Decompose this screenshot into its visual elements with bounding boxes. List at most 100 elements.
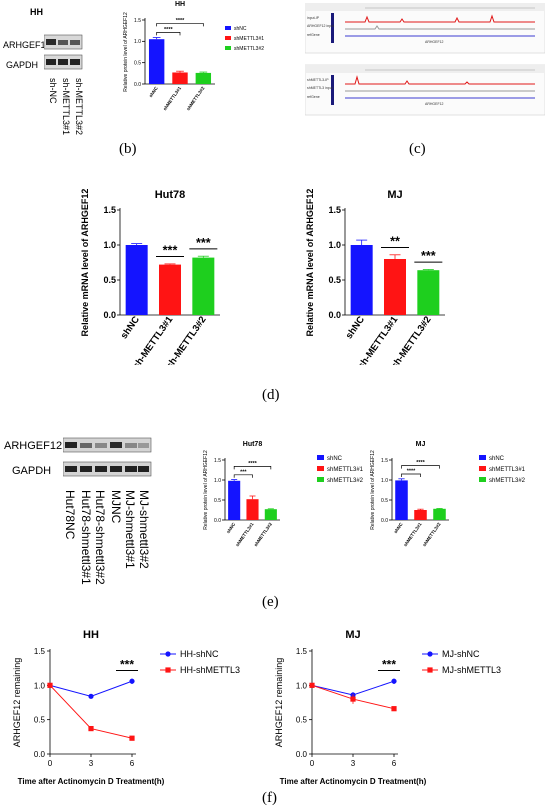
lane-label: MJ-shmettl3#1 [123, 490, 137, 569]
legend-marker [165, 651, 171, 657]
y-tick-label: 1.5 [296, 647, 308, 656]
panel-label-c: (c) [409, 141, 426, 157]
x-tick-label: shMETTL3#1 [403, 521, 423, 547]
gene-label: ARHGEF12 [425, 40, 444, 44]
y-tick-label: 1.5 [214, 458, 221, 464]
y-axis-label: Relative protein level of ARHGEF12 [123, 12, 129, 92]
y-tick-label: 1.5 [34, 647, 46, 656]
band-label-gapdh: GAPDH [12, 465, 52, 477]
y-tick-label: 1.5 [381, 458, 388, 464]
y-axis-label: Relative mRNA level of ARHGEF12 [305, 189, 315, 337]
significance-bracket [156, 32, 181, 36]
x-tick-label: 0 [48, 759, 53, 768]
legend-label: shMETTL3#2 [327, 478, 364, 484]
chart-title: HH [175, 1, 185, 8]
significance-label: **** [416, 460, 425, 466]
y-tick-label: 0.5 [214, 498, 221, 504]
bar [192, 257, 215, 315]
y-tick-label: 1.0 [328, 240, 341, 250]
legend-swatch [479, 477, 486, 482]
significance-label: *** [120, 657, 134, 671]
band-label-gapdh: GAPDH [6, 60, 39, 70]
lane-label: sh-METTL3#1 [61, 78, 71, 135]
blot-hh-lane-labels: sh-NC sh-METTL3#1 sh-METTL3#2 [48, 78, 84, 135]
significance-label: ** [390, 234, 400, 248]
x-tick-label: 6 [130, 759, 135, 768]
legend-label: shMETTL3#2 [489, 478, 526, 484]
y-tick-label: 0.0 [34, 750, 46, 759]
hh-protein-bar-chart: HH Relative protein level of ARHGEF12 0.0 0… [123, 1, 264, 111]
legend-label: shMETTL3#1 [234, 36, 264, 42]
y-tick-label: 0.0 [328, 310, 341, 320]
panel-label-b: (b) [119, 141, 137, 157]
x-tick-label: shMETTL3#2 [253, 521, 273, 547]
significance-label: **** [248, 461, 257, 467]
data-point [88, 693, 94, 699]
significance-bracket [233, 474, 253, 478]
lane-label: sh-NC [48, 78, 58, 104]
significance-label: *** [163, 244, 178, 258]
significance-label: *** [240, 469, 247, 475]
track-label: shMETTL3 input [307, 86, 333, 90]
bar [264, 509, 277, 520]
x-tick-label: shMETTL3#2 [422, 521, 442, 547]
y-axis-label: ARHGEF12 remaining [274, 658, 284, 748]
bar [246, 499, 259, 520]
y-tick-label: 0.5 [328, 275, 341, 285]
band-label-arhgef12: ARHGEF12 [3, 40, 51, 50]
chart-title: MJ [416, 441, 426, 448]
data-point [309, 682, 315, 688]
legend-label: MJ-shNC [442, 649, 480, 659]
legend-label: shMETTL3#1 [327, 467, 364, 473]
genome-browser-image: input-IP ARHGEF12 input refGene ARHGEF12… [305, 3, 545, 116]
y-tick-label: 1.0 [134, 39, 141, 45]
hut78-mrna-bar-chart: Hut78 Relative mRNA level of ARHGEF12 0.0 0… [80, 189, 220, 365]
bar [433, 508, 446, 520]
significance-bracket [401, 473, 421, 477]
x-tick-label: 3 [89, 759, 94, 768]
y-tick-label: 0.5 [381, 498, 388, 504]
legend-swatch [225, 36, 231, 40]
significance-bracket [401, 465, 440, 469]
x-tick-label: shNC [393, 521, 404, 534]
lane-label: Hut78-shmettl3#2 [93, 490, 107, 585]
x-tick-label: shNC [119, 314, 142, 341]
band-label-arhgef12: ARHGEF12 [4, 440, 63, 452]
x-tick-label: 3 [351, 759, 356, 768]
data-point [391, 678, 397, 684]
y-tick-label: 1.0 [381, 478, 388, 484]
data-point [47, 682, 53, 688]
y-tick-label: 1.0 [103, 240, 116, 250]
significance-bracket [156, 23, 204, 27]
panel-label-d: (d) [262, 387, 280, 403]
legend-swatch [479, 466, 486, 471]
significance-label: *** [382, 657, 396, 671]
y-tick-label: 0.5 [296, 716, 308, 725]
bar [159, 264, 181, 315]
bar [148, 39, 165, 84]
legend-label: shMETTL3#1 [489, 467, 526, 473]
bar [395, 480, 408, 520]
y-tick-label: 0.0 [103, 310, 116, 320]
lane-label: Hut78NC [63, 490, 77, 540]
blot-hh-title: HH [30, 7, 43, 17]
y-tick-label: 0.0 [134, 82, 141, 88]
legend-swatch [317, 477, 324, 482]
chart-title: MJ [387, 189, 402, 201]
y-axis-label: ARHGEF12 remaining [12, 658, 22, 748]
x-tick-label: 6 [392, 759, 397, 768]
bar [125, 245, 148, 315]
legend-marker [427, 667, 433, 673]
bar [384, 259, 406, 315]
y-axis-label: Relative mRNA level of ARHGEF12 [80, 189, 90, 337]
significance-label: *** [196, 236, 211, 250]
y-tick-label: 0.5 [34, 716, 46, 725]
bar [228, 480, 241, 520]
legend-marker [427, 651, 433, 657]
mj-mrna-bar-chart: MJ Relative mRNA level of ARHGEF12 0.0 0.5 1… [305, 189, 445, 365]
y-tick-label: 1.0 [34, 681, 46, 690]
legend-swatch [225, 46, 231, 50]
lane-label: Hut78-shmettl3#1 [79, 490, 93, 585]
y-tick-label: 0.5 [103, 275, 116, 285]
x-tick-label: shMETTL3#1 [162, 85, 182, 111]
